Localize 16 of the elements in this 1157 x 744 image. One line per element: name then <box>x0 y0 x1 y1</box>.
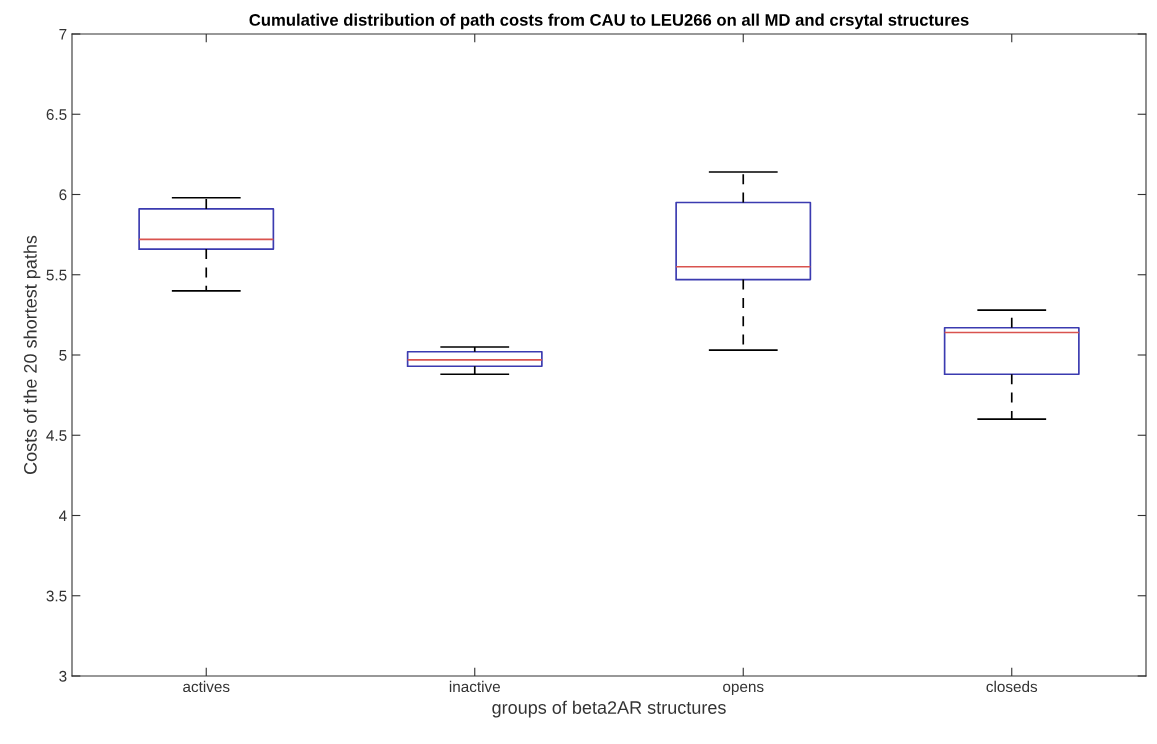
y-tick-label: 6.5 <box>46 109 67 120</box>
y-tick-label: 6 <box>59 189 67 201</box>
x-tick-label: opens <box>723 683 764 696</box>
y-tick-label: 4.5 <box>46 430 67 441</box>
y-tick-label: 3 <box>59 670 67 682</box>
x-tick-label: closeds <box>986 680 1038 693</box>
chart-title: Cumulative distribution of path costs from CAU to LEU266 on all MD and crsytal structures <box>249 13 969 30</box>
y-axis-title: Costs of the 20 shortest paths <box>23 235 41 475</box>
y-tick-label: 7 <box>59 29 67 40</box>
y-tick-label: 4 <box>58 510 67 522</box>
x-tick-label: inactive <box>449 680 500 693</box>
y-tick-label: 3.5 <box>46 590 67 602</box>
y-tick-label: 5 <box>59 350 67 361</box>
y-tick-label: 5.5 <box>46 269 67 281</box>
x-tick-label: actives <box>183 680 230 693</box>
x-axis-title: groups of beta2AR structures <box>492 700 726 718</box>
